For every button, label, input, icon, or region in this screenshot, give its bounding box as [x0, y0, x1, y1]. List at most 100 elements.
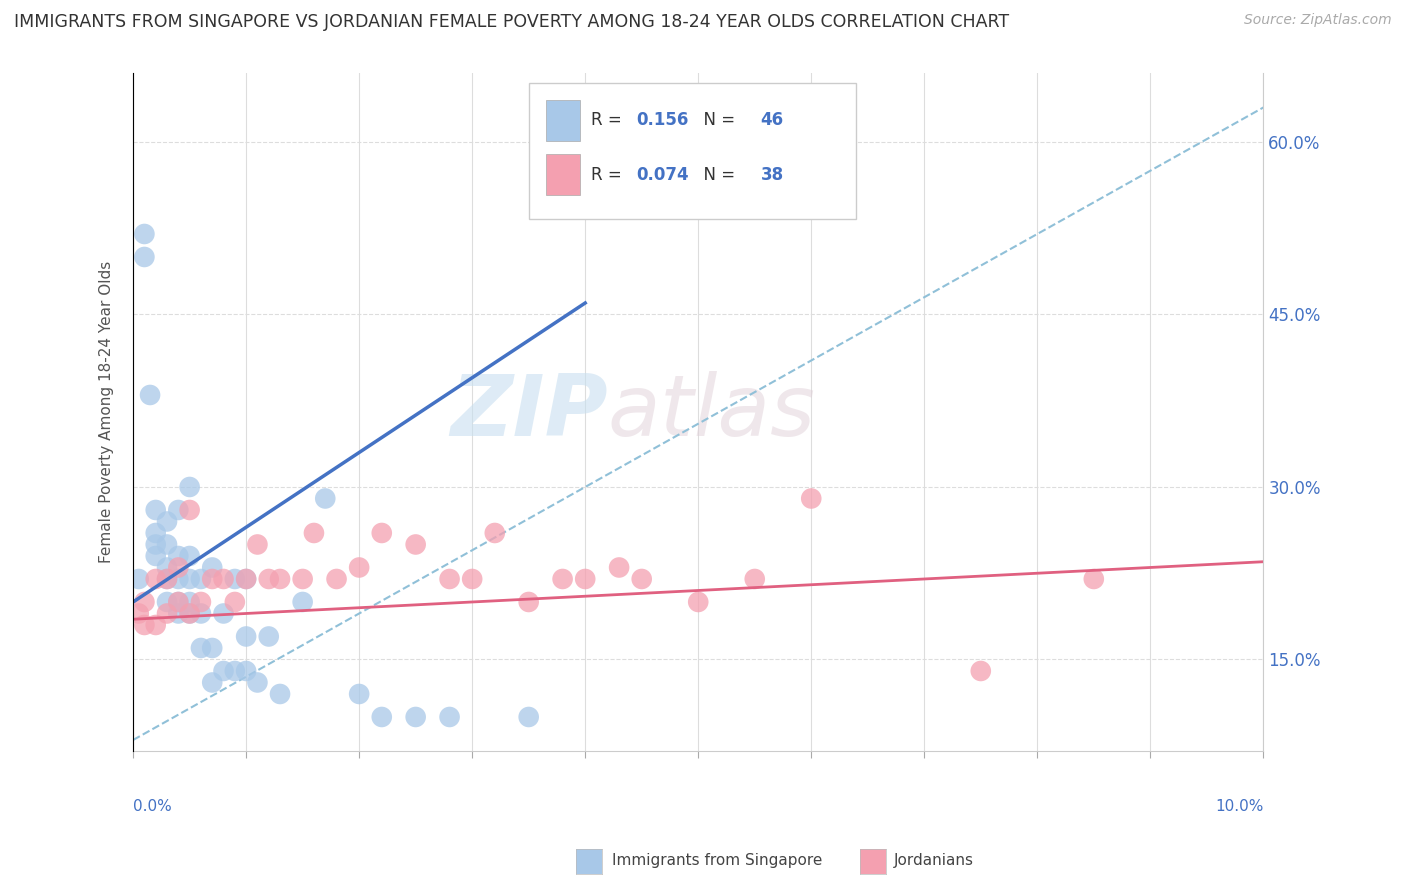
Point	[630, 572, 652, 586]
Point	[224, 572, 246, 586]
Point	[134, 227, 156, 241]
Point	[167, 607, 190, 621]
Point	[139, 388, 162, 402]
Text: 0.0%: 0.0%	[134, 799, 172, 814]
Point	[179, 480, 201, 494]
Point	[688, 595, 710, 609]
Point	[246, 537, 269, 551]
Point	[291, 595, 314, 609]
Point	[201, 640, 224, 655]
Text: 38: 38	[761, 166, 783, 184]
Point	[235, 630, 257, 644]
Text: 10.0%: 10.0%	[1215, 799, 1264, 814]
Point	[517, 595, 540, 609]
Point	[190, 640, 212, 655]
Point	[574, 572, 596, 586]
Point	[800, 491, 823, 506]
Text: N =: N =	[693, 166, 740, 184]
Point	[302, 526, 325, 541]
Point	[405, 710, 427, 724]
Point	[145, 526, 167, 541]
Point	[167, 595, 190, 609]
Point	[179, 503, 201, 517]
Point	[439, 710, 461, 724]
Text: R =: R =	[591, 166, 627, 184]
Point	[201, 675, 224, 690]
Text: 0.156: 0.156	[636, 112, 689, 129]
Point	[167, 572, 190, 586]
Point	[246, 675, 269, 690]
Point	[257, 572, 280, 586]
Point	[167, 503, 190, 517]
Point	[167, 560, 190, 574]
Point	[156, 515, 179, 529]
Point	[156, 572, 179, 586]
Text: 46: 46	[761, 112, 783, 129]
Point	[405, 537, 427, 551]
Point	[291, 572, 314, 586]
Point	[156, 607, 179, 621]
Point	[128, 607, 150, 621]
Text: R =: R =	[591, 112, 627, 129]
Point	[551, 572, 574, 586]
Point	[134, 595, 156, 609]
Point	[179, 549, 201, 563]
Point	[134, 250, 156, 264]
Point	[145, 503, 167, 517]
Point	[1083, 572, 1105, 586]
Point	[128, 572, 150, 586]
Point	[145, 549, 167, 563]
Point	[347, 560, 370, 574]
Point	[347, 687, 370, 701]
Point	[461, 572, 484, 586]
Point	[235, 572, 257, 586]
Text: N =: N =	[693, 112, 740, 129]
Point	[201, 572, 224, 586]
Text: atlas: atlas	[607, 371, 815, 454]
Point	[371, 710, 394, 724]
Point	[970, 664, 993, 678]
Point	[156, 560, 179, 574]
Point	[607, 560, 630, 574]
Point	[167, 549, 190, 563]
Point	[224, 595, 246, 609]
FancyBboxPatch shape	[546, 100, 579, 141]
Point	[212, 607, 235, 621]
Point	[190, 572, 212, 586]
Point	[134, 618, 156, 632]
Point	[744, 572, 766, 586]
Point	[156, 595, 179, 609]
Point	[325, 572, 347, 586]
Point	[179, 607, 201, 621]
Text: Source: ZipAtlas.com: Source: ZipAtlas.com	[1244, 13, 1392, 28]
Point	[145, 618, 167, 632]
Point	[190, 595, 212, 609]
Point	[201, 560, 224, 574]
Text: Jordanians: Jordanians	[894, 854, 974, 868]
Point	[439, 572, 461, 586]
Point	[156, 572, 179, 586]
Text: ZIP: ZIP	[450, 371, 607, 454]
Point	[167, 595, 190, 609]
Point	[235, 572, 257, 586]
Point	[179, 572, 201, 586]
Point	[212, 572, 235, 586]
Text: 0.074: 0.074	[636, 166, 689, 184]
Point	[179, 607, 201, 621]
Point	[179, 595, 201, 609]
Text: IMMIGRANTS FROM SINGAPORE VS JORDANIAN FEMALE POVERTY AMONG 18-24 YEAR OLDS CORR: IMMIGRANTS FROM SINGAPORE VS JORDANIAN F…	[14, 13, 1010, 31]
Point	[224, 664, 246, 678]
Point	[235, 664, 257, 678]
Point	[145, 572, 167, 586]
Point	[212, 664, 235, 678]
Point	[269, 572, 291, 586]
Point	[314, 491, 336, 506]
Point	[257, 630, 280, 644]
FancyBboxPatch shape	[546, 154, 579, 195]
Point	[371, 526, 394, 541]
Text: Immigrants from Singapore: Immigrants from Singapore	[612, 854, 823, 868]
Point	[269, 687, 291, 701]
Point	[517, 710, 540, 724]
Point	[145, 537, 167, 551]
Point	[190, 607, 212, 621]
